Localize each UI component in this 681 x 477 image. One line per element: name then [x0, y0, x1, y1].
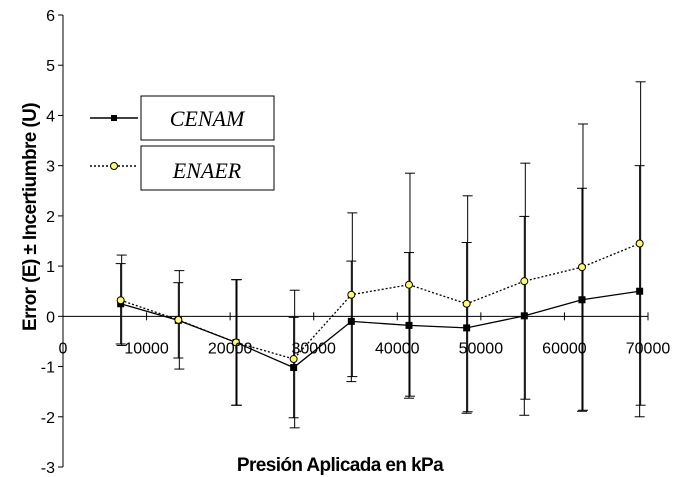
x-tick-label: 0	[59, 340, 68, 357]
x-tick-label: 50000	[459, 340, 504, 357]
data-point-enaer	[231, 338, 240, 347]
legend-box-cenam	[140, 95, 275, 141]
x-tick-label: 70000	[626, 340, 671, 357]
data-point-cenam	[636, 287, 644, 295]
data-point-cenam	[578, 296, 586, 304]
data-point-enaer	[347, 290, 356, 299]
x-tick-label: 30000	[291, 340, 336, 357]
legend-label-enaer: ENAER	[172, 158, 242, 183]
legend-box-enaer	[140, 145, 275, 191]
series-line-cenam	[120, 290, 640, 369]
data-point-enaer	[289, 355, 298, 364]
y-tick-label: 1	[46, 259, 55, 276]
y-tick-label: -3	[41, 460, 55, 477]
x-tick-label: 40000	[375, 340, 420, 357]
data-point-cenam	[463, 324, 471, 332]
data-point-enaer	[404, 280, 413, 289]
x-tick-label: 60000	[542, 340, 587, 357]
data-point-enaer	[635, 239, 644, 248]
axes	[58, 14, 649, 468]
y-tick-label: 6	[46, 8, 55, 25]
data-point-enaer	[462, 299, 471, 308]
x-tick-label: 10000	[124, 340, 169, 357]
y-tick-label: -2	[41, 410, 55, 427]
data-point-cenam	[290, 364, 298, 372]
legend-marker-cenam	[111, 115, 117, 121]
data-point-enaer	[116, 296, 125, 305]
data-point-enaer	[577, 263, 586, 272]
y-tick-label: -1	[41, 360, 55, 377]
series-line-enaer	[120, 242, 640, 360]
y-tick-label: 5	[46, 58, 55, 75]
y-tick-label: 3	[46, 159, 55, 176]
legend: CENAM ENAER	[90, 95, 275, 191]
data-point-cenam	[520, 312, 528, 320]
y-tick-label: 4	[46, 108, 55, 125]
y-axis-title: Error (E) ± Incertiumbre (U)	[20, 103, 41, 331]
series-lines	[120, 242, 640, 369]
x-tick-label: 20000	[208, 340, 253, 357]
data-point-enaer	[174, 315, 183, 324]
legend-marker-enaer	[110, 162, 118, 170]
data-point-cenam	[405, 321, 413, 329]
markers	[116, 239, 644, 372]
data-point-cenam	[347, 317, 355, 325]
legend-label-cenam: CENAM	[170, 106, 246, 131]
x-axis-title: Presión Aplicada en kPa	[237, 455, 444, 476]
y-tick-label: 2	[46, 209, 55, 226]
data-point-enaer	[520, 277, 529, 286]
y-tick-label: 0	[46, 309, 55, 326]
